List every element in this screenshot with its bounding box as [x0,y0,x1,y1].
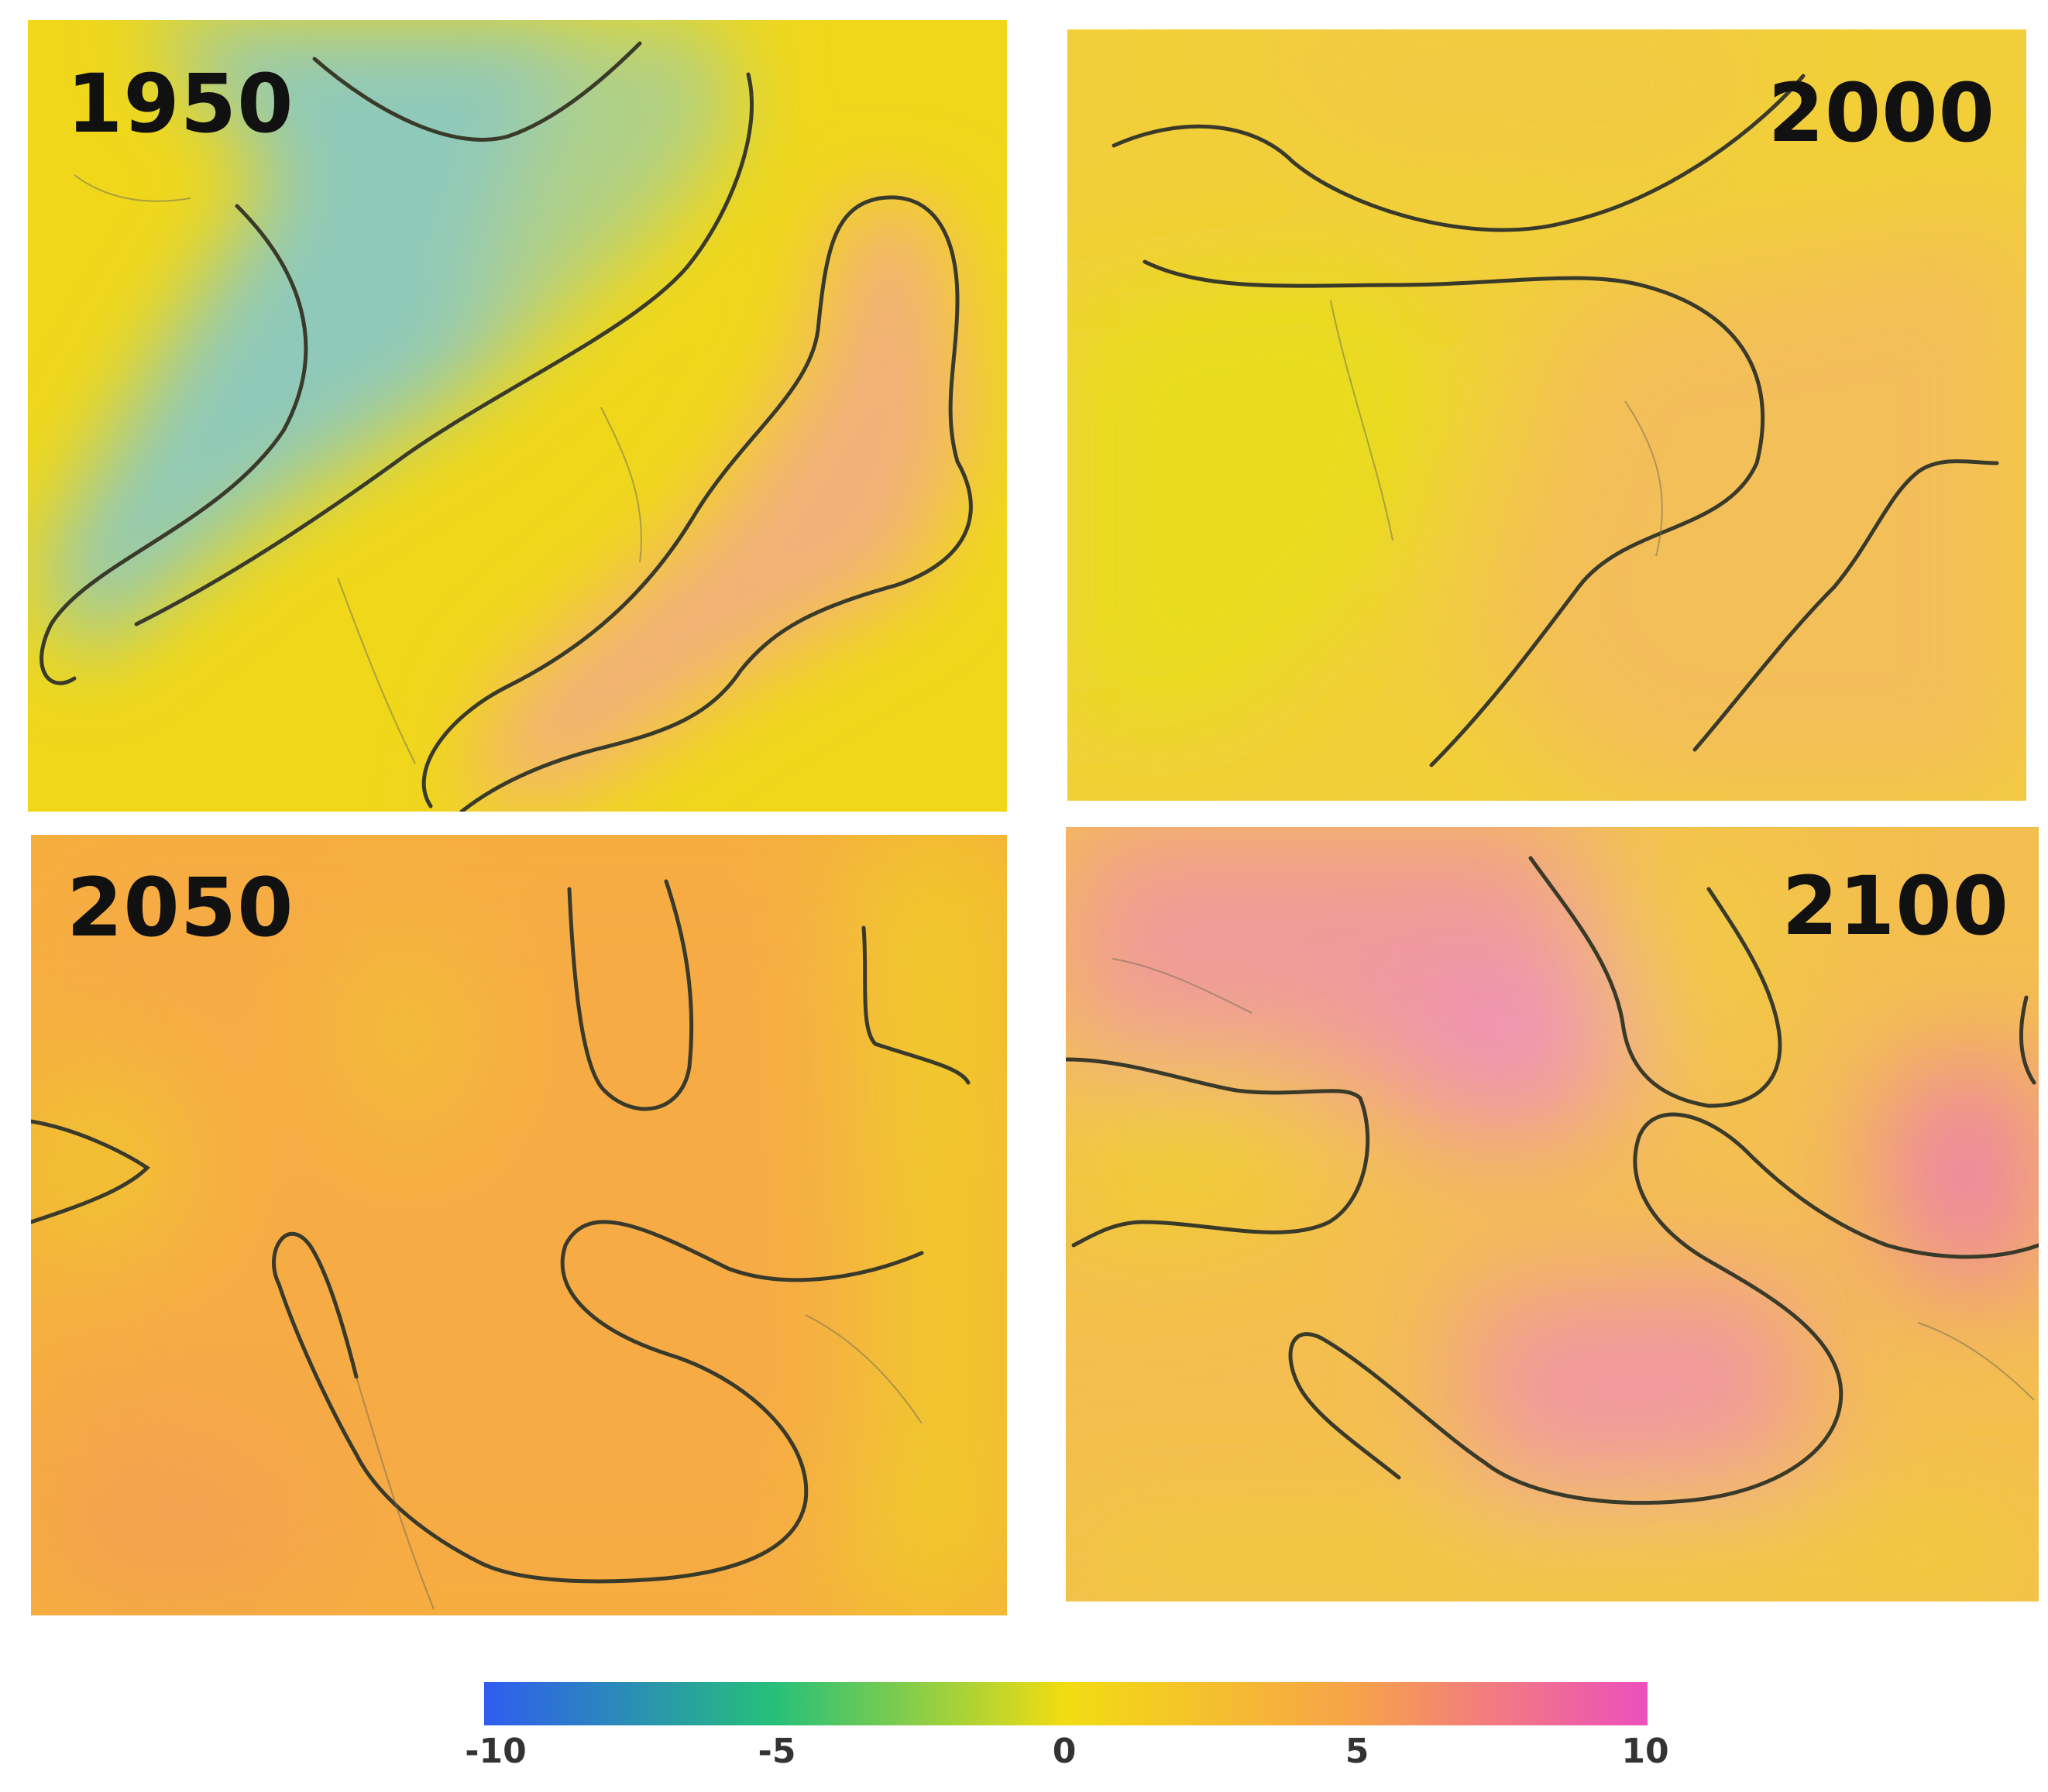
year-label-2000: 2000 [1768,66,1995,160]
colorbar [484,1682,1648,1725]
year-label-1950: 1950 [67,57,294,151]
colorbar-tick-label: -5 [758,1732,796,1771]
map-1950 [28,20,1007,812]
map-panel-2050: 2050 [31,835,1007,1615]
colorbar-tick-label: 0 [1052,1732,1077,1771]
map-panel-2000: 2000 [1067,29,2026,801]
map-2000 [1067,29,2026,801]
map-2100 [1066,827,2039,1601]
colorbar-tick-label: -10 [465,1732,527,1771]
colorbar-gradient [484,1682,1648,1725]
map-panel-2100: 2100 [1066,827,2039,1601]
map-panel-1950: 1950 [28,20,1007,812]
map-2050 [31,835,1007,1615]
colorbar-tick-label: 5 [1345,1732,1369,1771]
year-label-2100: 2100 [1782,859,2009,953]
year-label-2050: 2050 [67,860,294,955]
colorbar-tick-label: 10 [1621,1732,1669,1771]
